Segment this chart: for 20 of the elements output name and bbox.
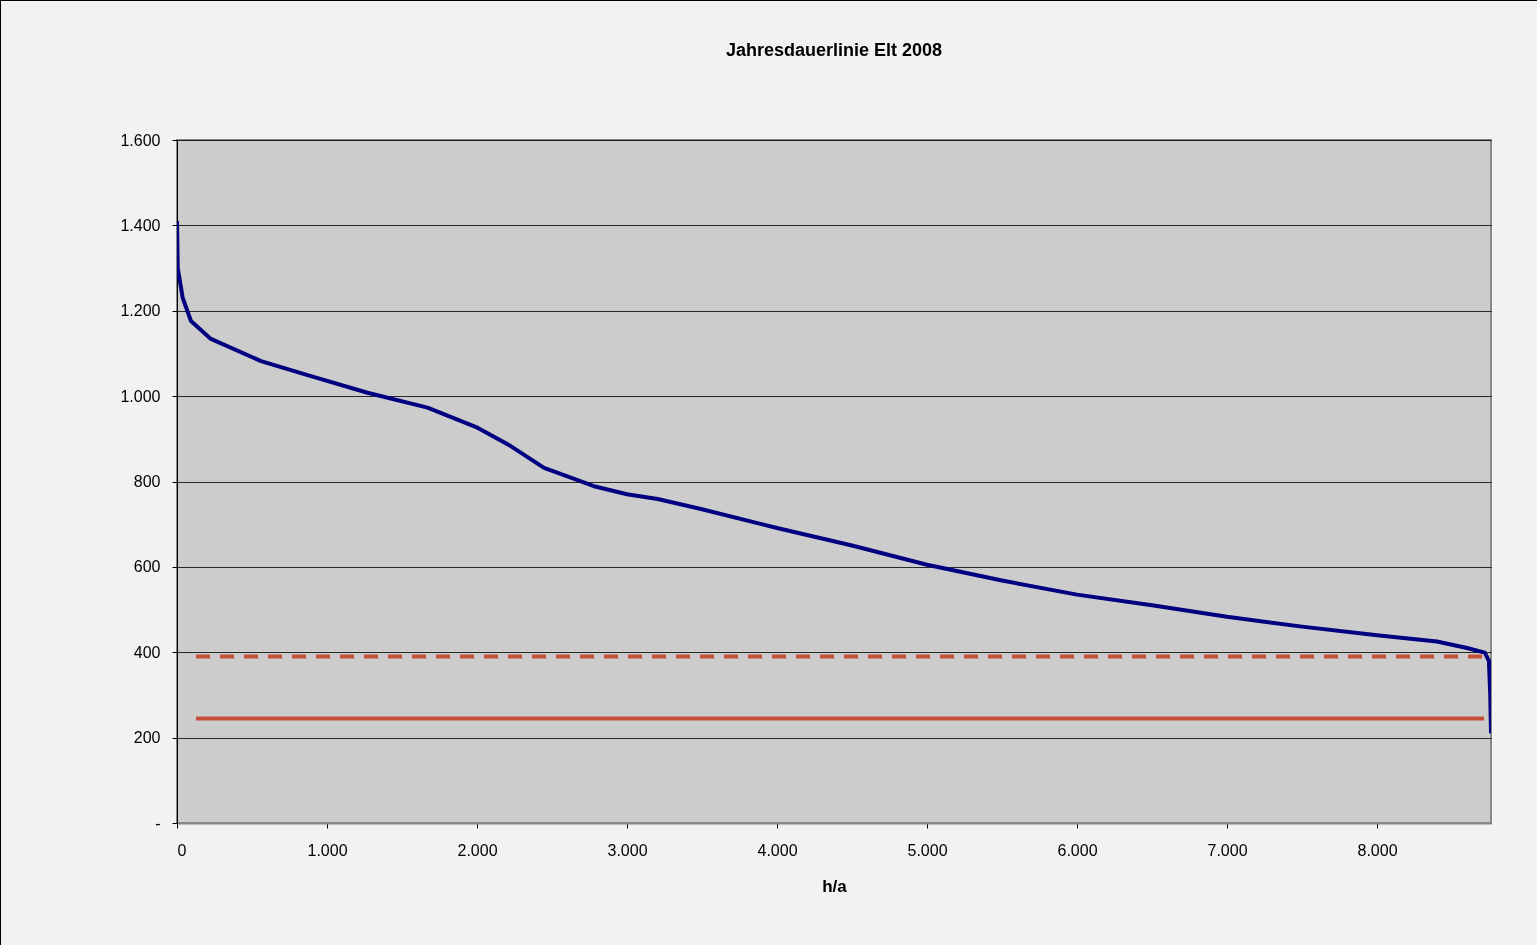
y-tick-label: 200 bbox=[133, 729, 161, 747]
x-tick-label: 3.000 bbox=[607, 841, 648, 859]
x-tick-label: 7.000 bbox=[1207, 841, 1248, 859]
y-tick-label: 1.200 bbox=[120, 302, 161, 320]
x-tick-label: 8.000 bbox=[1357, 841, 1398, 859]
y-tick-label: 1.000 bbox=[120, 387, 161, 405]
y-tick-label: 600 bbox=[133, 558, 161, 576]
x-tick-label: 4.000 bbox=[757, 841, 798, 859]
x-tick-label: 0 bbox=[177, 841, 187, 859]
y-tick-label: - bbox=[155, 814, 161, 832]
x-tick-label: 5.000 bbox=[907, 841, 948, 859]
x-tick-label: 1.000 bbox=[307, 841, 348, 859]
y-tick-label: 400 bbox=[133, 643, 161, 661]
y-tick-label: 1.600 bbox=[120, 131, 161, 149]
y-tick-label: 1.400 bbox=[120, 216, 161, 234]
x-tick-label: 6.000 bbox=[1057, 841, 1098, 859]
x-axis-title: h/a bbox=[822, 876, 848, 896]
chart-title: Jahresdauerlinie Elt 2008 bbox=[725, 40, 943, 60]
x-tick-label: 2.000 bbox=[457, 841, 498, 859]
y-tick-label: 800 bbox=[133, 473, 161, 490]
